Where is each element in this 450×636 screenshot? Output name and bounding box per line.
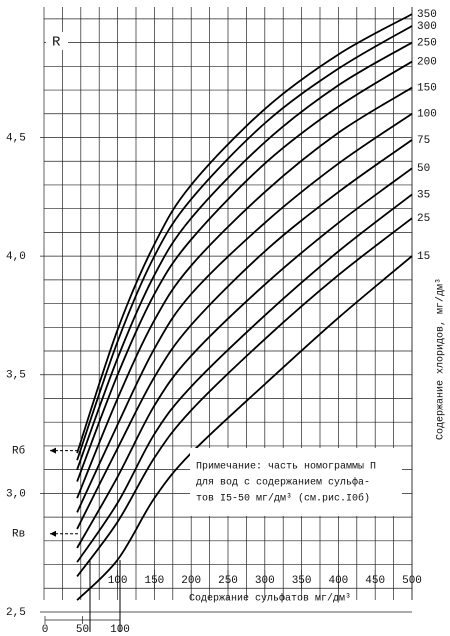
curve — [76, 41, 413, 470]
curve-label: 75 — [417, 135, 430, 147]
curve-label: 15 — [417, 251, 430, 263]
curve-label: 150 — [417, 83, 437, 95]
curve — [76, 193, 413, 563]
curve-label: 100 — [417, 109, 437, 121]
note-line: Примечание: часть номограммы П — [196, 462, 376, 473]
curve-label: 25 — [417, 213, 430, 225]
curve-label: 250 — [417, 37, 437, 49]
curve — [76, 139, 413, 530]
y-tick-label: 2,5 — [6, 607, 26, 619]
x-tick-label: 500 — [402, 575, 422, 587]
x-tick-label: 300 — [255, 575, 275, 587]
curve — [76, 86, 413, 499]
curves — [76, 13, 413, 601]
y-tick-label: 3,0 — [6, 488, 26, 500]
curve-label: 350 — [417, 9, 437, 21]
x-tick-label: 250 — [218, 575, 238, 587]
x-tick-label: 350 — [292, 575, 312, 587]
curve — [76, 113, 413, 513]
x2-tick-label: 100 — [110, 624, 130, 636]
annotation: Rв — [12, 529, 25, 541]
y-axis-label: R — [52, 35, 61, 51]
curve — [76, 25, 413, 461]
y-tick-label: 4,5 — [6, 132, 26, 144]
curve-label: 300 — [417, 21, 437, 33]
x-tick-label: 400 — [328, 575, 348, 587]
y-tick-label: 4,0 — [6, 251, 26, 263]
annotation: Rб — [12, 445, 25, 458]
curve — [76, 167, 413, 549]
note-line: тов I5-50 мг/дм³ (см.рис.I0б) — [196, 492, 370, 505]
arrow-head — [50, 530, 56, 537]
note-box — [190, 448, 402, 516]
curve-label: 50 — [417, 163, 430, 175]
label-bg — [46, 32, 68, 50]
curve — [76, 217, 413, 577]
right-axis-label: Содержание хлоридов, мг/дм³ — [435, 278, 447, 440]
x-tick-label: 150 — [144, 575, 164, 587]
curve — [76, 255, 413, 601]
curve-label: 35 — [417, 189, 430, 201]
curve-label: 200 — [417, 56, 437, 68]
x-tick-label: 450 — [365, 575, 385, 587]
x2-tick-label: 50 — [76, 624, 89, 636]
x-axis-label: Содержание сульфатов мг/дм³ — [189, 592, 351, 605]
arrow-head — [50, 447, 56, 454]
label-bg — [4, 524, 36, 543]
note-line: для вод с содержанием сульфа- — [196, 476, 370, 489]
curve — [76, 13, 413, 454]
label-bg — [4, 441, 36, 460]
curve — [76, 60, 413, 482]
x-tick-label: 100 — [108, 575, 128, 587]
x-tick-label: 200 — [181, 575, 201, 587]
x2-tick-label: 0 — [42, 624, 49, 636]
y-tick-label: 3,5 — [6, 370, 26, 382]
